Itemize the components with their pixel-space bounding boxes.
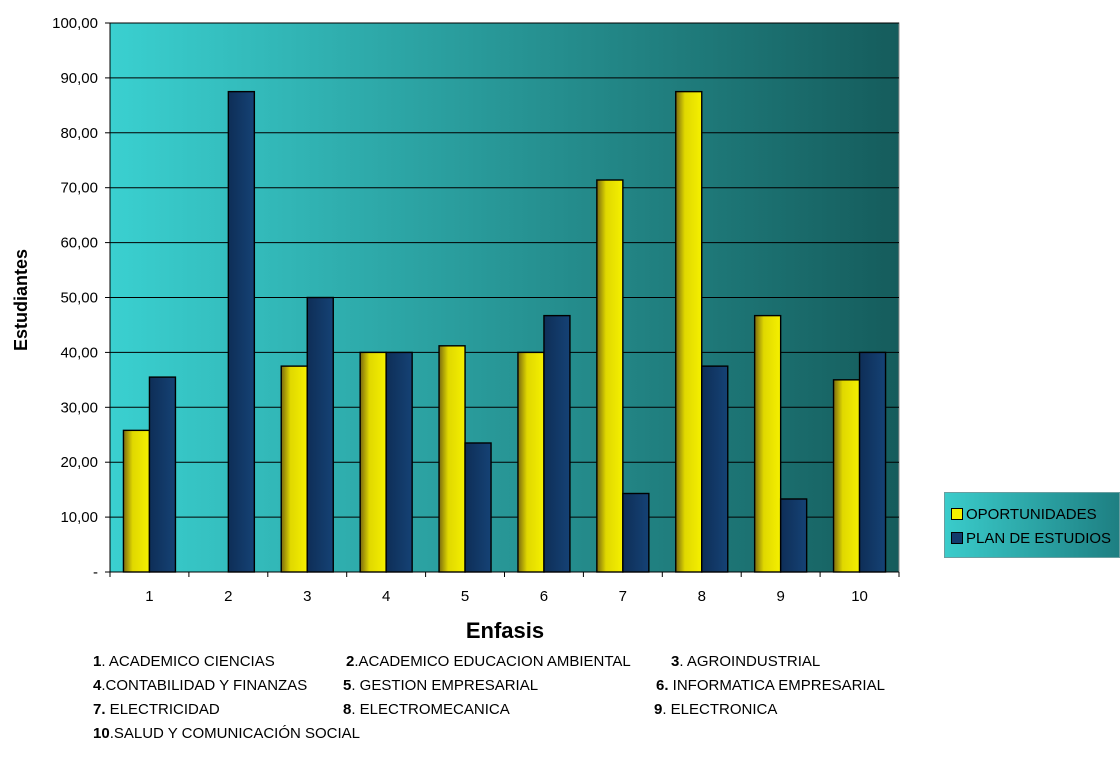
y-tick-label: 80,00 xyxy=(60,125,98,142)
bar-plan-de-estudios xyxy=(464,442,492,573)
x-axis-title: Enfasis xyxy=(466,618,544,643)
note-item: 6. INFORMATICA EMPRESARIAL xyxy=(656,677,885,694)
note-item: 10.SALUD Y COMUNICACIÓN SOCIAL xyxy=(93,725,361,742)
x-tick-label: 8 xyxy=(698,588,706,605)
note-item: 8. ELECTROMECANICA xyxy=(343,701,510,718)
x-tick-label: 2 xyxy=(224,588,232,605)
legend-item-oportunidades: OPORTUNIDADES xyxy=(951,502,1119,526)
bar-plan-de-estudios xyxy=(858,351,887,573)
legend-label-plan-de-estudios: PLAN DE ESTUDIOS xyxy=(966,529,1112,547)
bar-plan-de-estudios xyxy=(622,492,650,573)
x-tick-label: 4 xyxy=(382,588,390,605)
legend-swatch-oportunidades xyxy=(951,508,963,520)
bar-oportunidades xyxy=(832,379,861,573)
note-item: 3. AGROINDUSTRIAL xyxy=(671,653,821,670)
bar-plan-de-estudios xyxy=(779,498,808,573)
y-tick-label: 10,00 xyxy=(60,509,98,526)
bar-plan-de-estudios xyxy=(306,296,334,573)
legend: OPORTUNIDADES PLAN DE ESTUDIOS xyxy=(944,492,1120,558)
y-tick-label: 50,00 xyxy=(60,290,98,307)
legend-item-plan-de-estudios: PLAN DE ESTUDIOS xyxy=(951,526,1119,550)
x-tick-label: 9 xyxy=(776,588,784,605)
y-tick-label: 90,00 xyxy=(60,70,98,87)
bar-oportunidades xyxy=(753,314,782,573)
note-item: 9. ELECTRONICA xyxy=(654,701,778,718)
y-tick-label: 30,00 xyxy=(60,399,98,416)
bar-plan-de-estudios xyxy=(385,351,413,573)
legend-label-oportunidades: OPORTUNIDADES xyxy=(966,505,1097,523)
y-tick-label: - xyxy=(93,564,98,581)
bar-oportunidades xyxy=(122,429,151,573)
x-tick-label: 10 xyxy=(851,588,868,605)
bar-oportunidades xyxy=(675,90,703,573)
bar-oportunidades xyxy=(280,365,308,573)
bar-plan-de-estudios xyxy=(701,365,729,573)
x-tick-label: 3 xyxy=(303,588,311,605)
y-tick-label: 60,00 xyxy=(60,235,98,252)
note-item: 7. ELECTRICIDAD xyxy=(93,701,220,718)
x-tick-label: 7 xyxy=(619,588,627,605)
bar-plan-de-estudios xyxy=(543,314,571,573)
note-item: 5. GESTION EMPRESARIAL xyxy=(343,677,539,694)
bar-plan-de-estudios xyxy=(227,90,256,573)
note-item: 4.CONTABILIDAD Y FINANZAS xyxy=(93,677,308,694)
y-tick-label: 40,00 xyxy=(60,344,98,361)
bar-oportunidades xyxy=(517,351,545,573)
note-item: 2.ACADEMICO EDUCACION AMBIENTAL xyxy=(346,653,631,670)
legend-swatch-plan-de-estudios xyxy=(951,532,963,544)
note-item: 1. ACADEMICO CIENCIAS xyxy=(93,653,275,670)
y-axis-title: Estudiantes xyxy=(11,249,31,351)
bar-oportunidades xyxy=(438,345,466,573)
x-tick-label: 6 xyxy=(540,588,548,605)
bar-oportunidades xyxy=(596,179,624,573)
bar-oportunidades xyxy=(359,351,387,573)
y-tick-label: 70,00 xyxy=(60,180,98,197)
x-tick-label: 1 xyxy=(145,588,153,605)
y-tick-label: 100,00 xyxy=(52,15,98,32)
x-tick-label: 5 xyxy=(461,588,469,605)
bar-plan-de-estudios xyxy=(148,376,177,573)
y-tick-label: 20,00 xyxy=(60,454,98,471)
